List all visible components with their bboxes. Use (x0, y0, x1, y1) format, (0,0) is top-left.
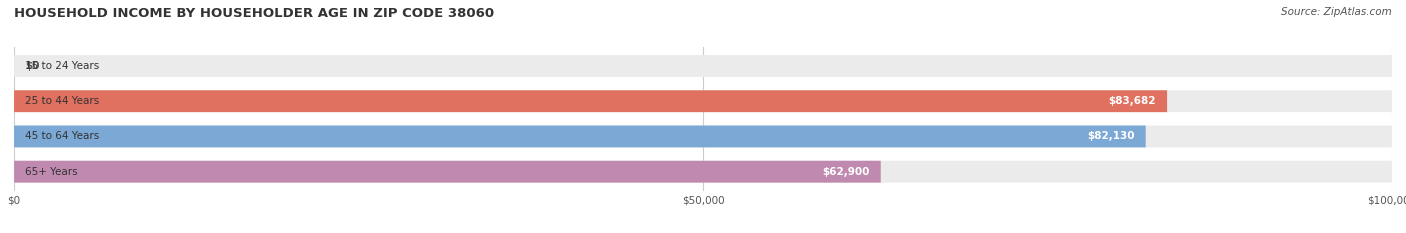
FancyBboxPatch shape (14, 161, 880, 183)
FancyBboxPatch shape (14, 90, 1167, 112)
Text: HOUSEHOLD INCOME BY HOUSEHOLDER AGE IN ZIP CODE 38060: HOUSEHOLD INCOME BY HOUSEHOLDER AGE IN Z… (14, 7, 494, 20)
Text: 65+ Years: 65+ Years (25, 167, 77, 177)
Text: $62,900: $62,900 (823, 167, 870, 177)
FancyBboxPatch shape (14, 161, 1392, 183)
Text: $0: $0 (25, 61, 39, 71)
Text: $82,130: $82,130 (1087, 131, 1135, 141)
FancyBboxPatch shape (14, 126, 1146, 147)
Text: $83,682: $83,682 (1108, 96, 1156, 106)
FancyBboxPatch shape (14, 126, 1392, 147)
Text: 25 to 44 Years: 25 to 44 Years (25, 96, 100, 106)
FancyBboxPatch shape (14, 90, 1392, 112)
Text: 45 to 64 Years: 45 to 64 Years (25, 131, 100, 141)
Text: 15 to 24 Years: 15 to 24 Years (25, 61, 100, 71)
FancyBboxPatch shape (14, 55, 1392, 77)
Text: Source: ZipAtlas.com: Source: ZipAtlas.com (1281, 7, 1392, 17)
